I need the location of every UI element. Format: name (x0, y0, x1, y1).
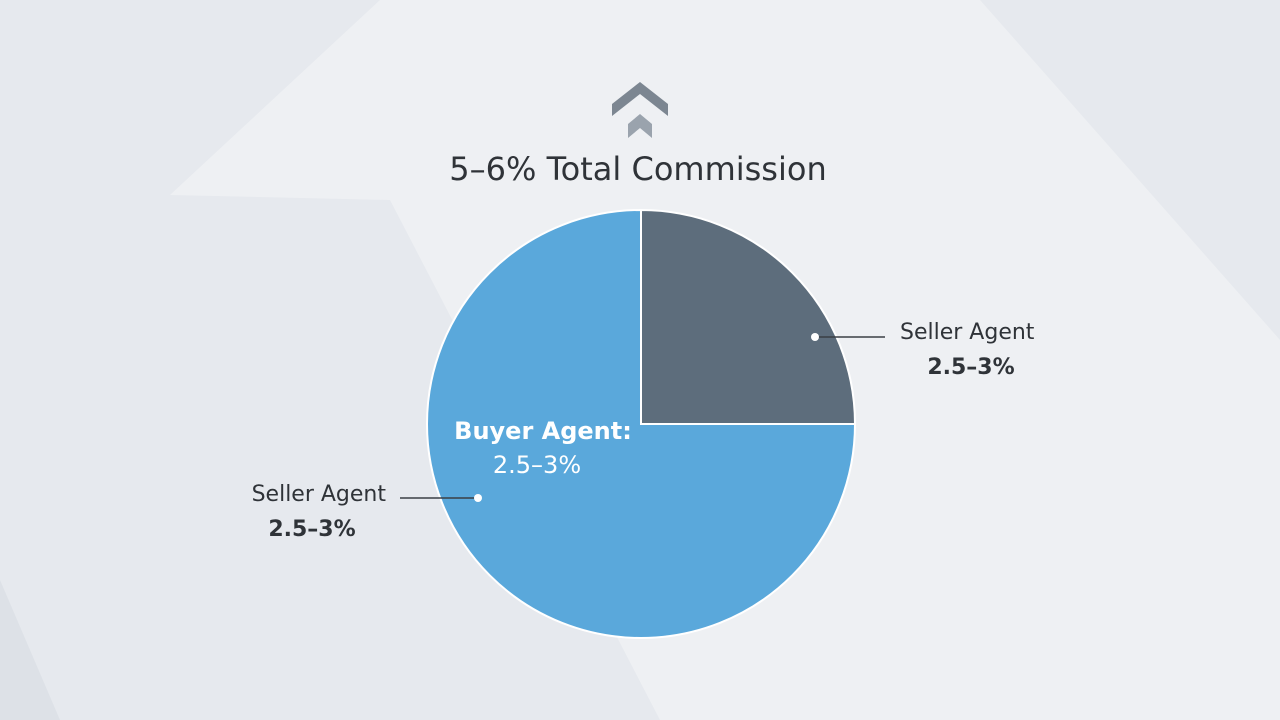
leader-dot (811, 333, 819, 341)
annotation-name: Buyer Agent: (454, 417, 632, 445)
annotation-label: 2.5–3% (927, 355, 1014, 380)
leader-dot (474, 494, 482, 502)
annotation-name: Seller Agent (252, 482, 387, 507)
chart-title: 5–6% Total Commission (449, 150, 826, 188)
pie-slice (640, 208, 857, 425)
logo-icon (612, 82, 668, 138)
annotation-label: 2.5–3% (493, 451, 581, 479)
annotation-label: 2.5–3% (268, 517, 355, 542)
pie-slice (426, 208, 857, 639)
annotation-name: Seller Agent (900, 320, 1035, 345)
background-shape (0, 580, 60, 720)
